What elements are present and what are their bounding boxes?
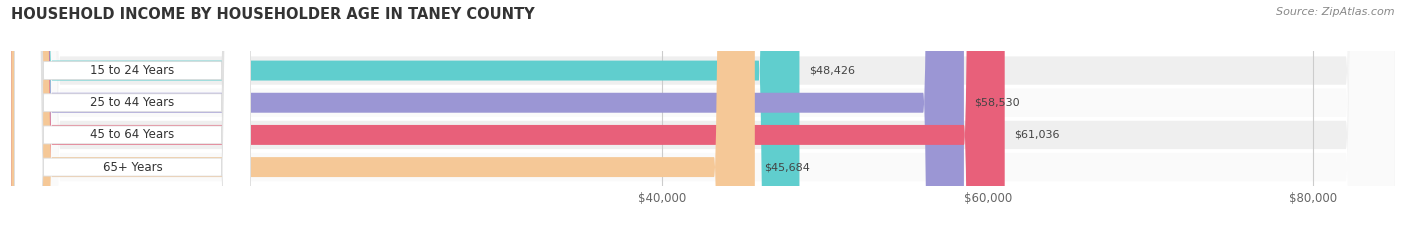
FancyBboxPatch shape: [11, 0, 1005, 233]
FancyBboxPatch shape: [14, 0, 250, 233]
FancyBboxPatch shape: [11, 0, 800, 233]
Text: Source: ZipAtlas.com: Source: ZipAtlas.com: [1277, 7, 1395, 17]
Text: 65+ Years: 65+ Years: [103, 161, 162, 174]
FancyBboxPatch shape: [11, 0, 1395, 233]
Text: $45,684: $45,684: [765, 162, 810, 172]
Text: HOUSEHOLD INCOME BY HOUSEHOLDER AGE IN TANEY COUNTY: HOUSEHOLD INCOME BY HOUSEHOLDER AGE IN T…: [11, 7, 534, 22]
FancyBboxPatch shape: [11, 0, 755, 233]
FancyBboxPatch shape: [14, 0, 250, 233]
Text: $61,036: $61,036: [1015, 130, 1060, 140]
Text: $58,530: $58,530: [974, 98, 1019, 108]
FancyBboxPatch shape: [14, 0, 250, 233]
FancyBboxPatch shape: [11, 0, 965, 233]
FancyBboxPatch shape: [11, 0, 1395, 233]
FancyBboxPatch shape: [11, 0, 1395, 233]
Text: $48,426: $48,426: [810, 65, 855, 75]
Text: 15 to 24 Years: 15 to 24 Years: [90, 64, 174, 77]
Text: 45 to 64 Years: 45 to 64 Years: [90, 128, 174, 141]
FancyBboxPatch shape: [11, 0, 1395, 233]
Text: 25 to 44 Years: 25 to 44 Years: [90, 96, 174, 109]
FancyBboxPatch shape: [14, 0, 250, 233]
